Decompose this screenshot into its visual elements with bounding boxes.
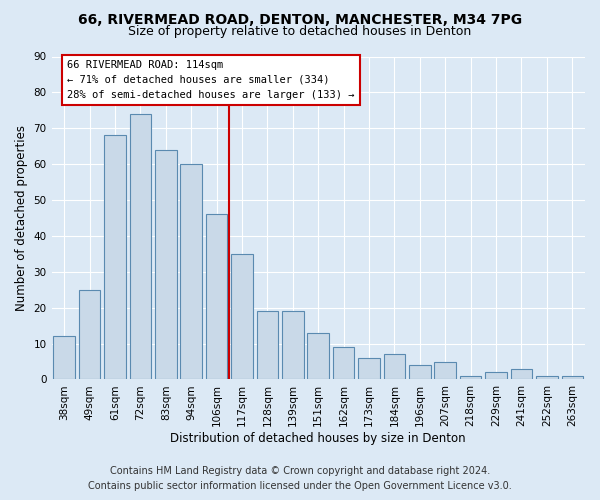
Bar [562,376,583,380]
Bar [536,376,557,380]
Bar [409,365,431,380]
Bar [181,164,202,380]
Bar [231,254,253,380]
Bar [155,150,176,380]
X-axis label: Distribution of detached houses by size in Denton: Distribution of detached houses by size … [170,432,466,445]
Bar [383,354,405,380]
Text: Contains HM Land Registry data © Crown copyright and database right 2024.
Contai: Contains HM Land Registry data © Crown c… [88,466,512,491]
Bar [434,362,456,380]
Bar [206,214,227,380]
Bar [53,336,75,380]
Bar [460,376,481,380]
Bar [485,372,507,380]
Text: 66 RIVERMEAD ROAD: 114sqm
← 71% of detached houses are smaller (334)
28% of semi: 66 RIVERMEAD ROAD: 114sqm ← 71% of detac… [67,60,355,100]
Y-axis label: Number of detached properties: Number of detached properties [15,125,28,311]
Bar [104,136,126,380]
Text: 66, RIVERMEAD ROAD, DENTON, MANCHESTER, M34 7PG: 66, RIVERMEAD ROAD, DENTON, MANCHESTER, … [78,12,522,26]
Bar [257,312,278,380]
Bar [79,290,100,380]
Bar [358,358,380,380]
Bar [282,312,304,380]
Text: Size of property relative to detached houses in Denton: Size of property relative to detached ho… [128,25,472,38]
Bar [511,368,532,380]
Bar [333,347,355,380]
Bar [307,333,329,380]
Bar [130,114,151,380]
